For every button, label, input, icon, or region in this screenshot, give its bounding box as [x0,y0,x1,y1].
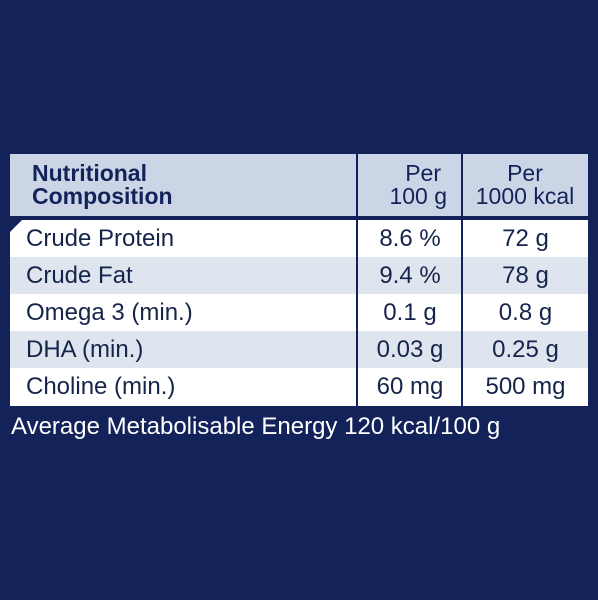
value-per-100g: 8.6 % [379,224,441,252]
nutrition-table: Nutritional Composition Per 100 g Per 10… [10,154,588,406]
value-per-100g: 9.4 % [379,261,441,289]
corner-notch [10,218,24,232]
value-per-100g: 0.03 g [376,335,444,363]
value-per-100g: 60 mg [376,372,444,400]
value-per-1000kcal: 78 g [502,261,549,289]
value-per-100g: 0.1 g [383,298,437,326]
column-header-per-1000kcal-line-1: Per [507,160,543,186]
column-header-per-100g: Per 100 g [357,154,461,216]
nutrient-name: DHA (min.) [26,335,144,363]
nutrient-name: Crude Protein [26,224,175,252]
energy-footnote: Average Metabolisable Energy 120 kcal/10… [11,413,501,440]
value-per-1000kcal: 500 mg [485,372,566,400]
table-header-row: Nutritional Composition Per 100 g Per 10… [10,154,588,216]
table-row: Crude Protein 8.6 % 72 g [10,220,588,257]
column-header-per-100g-line-2: 100 g [389,183,447,209]
column-header-per-100g-line-1: Per [405,160,441,186]
column-divider [356,154,358,406]
value-per-1000kcal: 72 g [502,224,549,252]
column-header-per-1000kcal-line-2: 1000 kcal [475,183,575,209]
header-divider [10,216,588,220]
value-per-1000kcal: 0.25 g [492,335,559,363]
nutrient-name: Crude Fat [26,261,133,289]
table-row: Omega 3 (min.) 0.1 g 0.8 g [10,294,588,331]
table-row: Crude Fat 9.4 % 78 g [10,257,588,294]
column-divider [461,154,463,406]
table-row: DHA (min.) 0.03 g 0.25 g [10,331,588,368]
nutrient-name: Omega 3 (min.) [26,298,193,326]
nutrient-name: Choline (min.) [26,372,176,400]
value-per-1000kcal: 0.8 g [498,298,553,326]
table-row: Choline (min.) 60 mg 500 mg [10,368,588,405]
column-header-per-1000kcal: Per 1000 kcal [462,154,588,216]
table-title-line-1: Nutritional [32,160,147,186]
table-title: Nutritional Composition [10,154,356,216]
table-title-line-2: Composition [32,183,173,209]
